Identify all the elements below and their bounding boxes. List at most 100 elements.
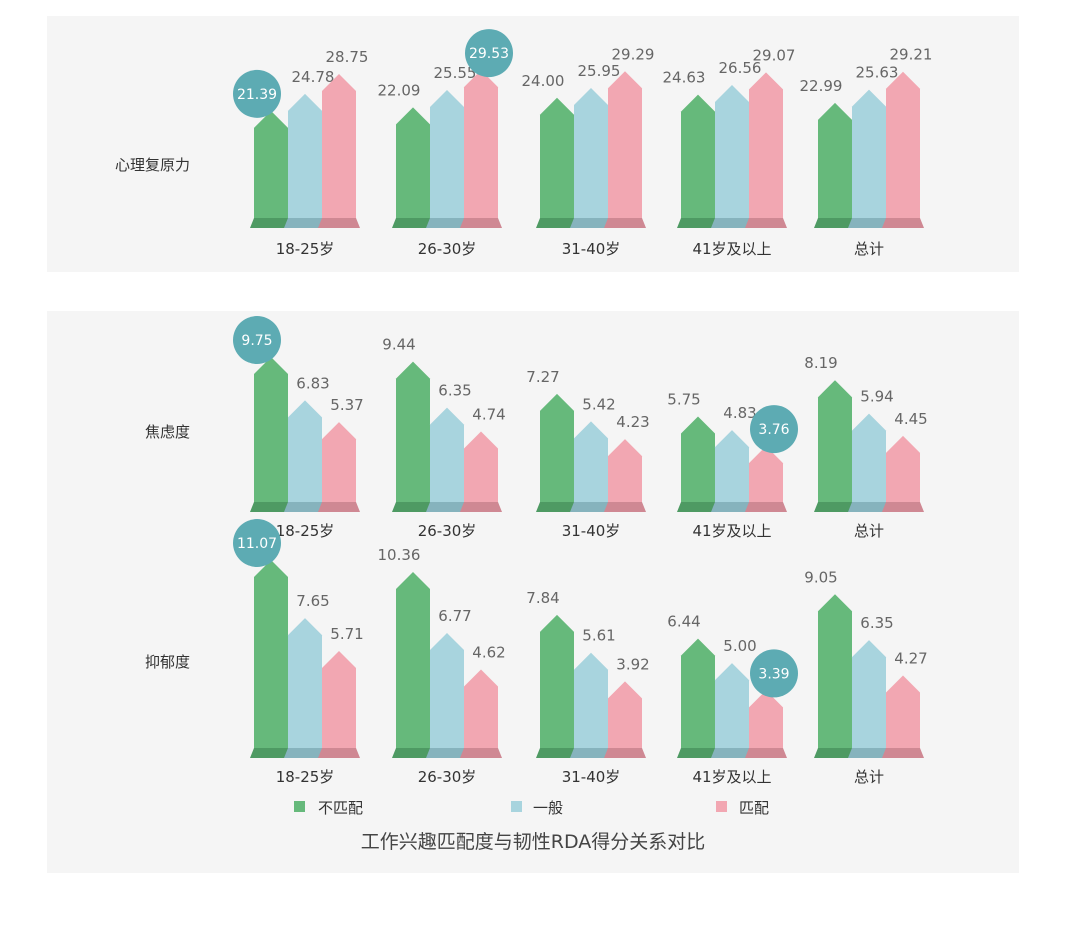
bar-anxiety-26-30-general (430, 407, 464, 502)
bar-base-depression-31-40-match (604, 748, 646, 758)
group-anxiety: 焦虑度 9.75 6.835.37 18-25岁 9.44 6.354.74 26-30岁 7… (145, 316, 928, 540)
bar-depression-26-30-general (430, 633, 464, 748)
category-label-anxiety-41-plus: 41岁及以上 (692, 522, 771, 540)
bar-base-resilience-26-30-no-match (392, 218, 434, 228)
bar-base-resilience-41-plus-no-match (677, 218, 719, 228)
bar-resilience-26-30-match (464, 70, 498, 218)
bar-base-anxiety-26-30-match (460, 502, 502, 512)
bar-depression-26-30-match (464, 669, 498, 748)
chart-legend: 不匹配 一般 匹配 (294, 799, 769, 817)
bar-base-resilience-41-plus-match (745, 218, 787, 228)
bar-anxiety-26-30-match (464, 431, 498, 502)
bar-anxiety-41-plus-match (749, 446, 783, 502)
highlight-circle-anxiety-41-plus-match (750, 405, 798, 454)
bar-resilience-41-plus-match (749, 72, 783, 218)
category-label-resilience-total: 总计 (854, 240, 884, 258)
bar-resilience-total-general (852, 89, 886, 218)
category-label-anxiety-26-30: 26-30岁 (418, 522, 477, 540)
category-label-depression-26-30: 26-30岁 (418, 768, 477, 786)
bar-anxiety-18-25-no-match (254, 357, 288, 502)
bar-base-anxiety-31-40-general (570, 502, 612, 512)
value-label-anxiety-26-30-no-match: 9.44 (382, 336, 415, 354)
value-label-resilience-31-40-match: 29.29 (612, 45, 655, 63)
value-label-anxiety-41-plus-no-match: 5.75 (667, 390, 700, 408)
bar-base-depression-41-plus-no-match (677, 748, 719, 758)
category-label-depression-41-plus: 41岁及以上 (692, 768, 771, 786)
bar-resilience-31-40-general (574, 88, 608, 218)
legend-swatch-match (716, 801, 727, 812)
bar-base-depression-total-no-match (814, 748, 856, 758)
legend-swatch-no-match (294, 801, 305, 812)
bar-resilience-41-plus-no-match (681, 94, 715, 218)
bar-base-resilience-total-match (882, 218, 924, 228)
value-label-resilience-26-30-general: 25.55 (434, 64, 477, 82)
highlight-circle-resilience-26-30-match (465, 29, 513, 78)
category-label-resilience-31-40: 31-40岁 (562, 240, 621, 258)
bar-base-resilience-26-30-general (426, 218, 468, 228)
bar-resilience-total-no-match (818, 102, 852, 218)
value-label-depression-31-40-no-match: 7.84 (526, 589, 559, 607)
bar-base-anxiety-total-no-match (814, 502, 856, 512)
value-label-resilience-total-match: 29.21 (890, 46, 933, 64)
value-label-resilience-18-25-no-match: 21.39 (237, 87, 277, 103)
bar-anxiety-18-25-general (288, 400, 322, 502)
category-label-anxiety-31-40: 31-40岁 (562, 522, 621, 540)
value-label-resilience-total-no-match: 22.99 (800, 77, 843, 95)
bar-resilience-total-match (886, 71, 920, 218)
value-label-anxiety-41-plus-match: 3.76 (758, 422, 789, 438)
bar-base-resilience-total-general (848, 218, 890, 228)
bar-depression-18-25-general (288, 618, 322, 748)
bar-depression-total-match (886, 675, 920, 748)
bar-base-anxiety-31-40-no-match (536, 502, 578, 512)
value-label-depression-18-25-no-match: 11.07 (237, 536, 277, 552)
bar-depression-total-no-match (818, 594, 852, 748)
value-label-depression-31-40-match: 3.92 (616, 655, 649, 673)
bar-base-depression-total-general (848, 748, 890, 758)
chart-marks: 心理复原力 21.39 24.78 28.75 18-25岁 22.09 25.55 29.5… (115, 29, 932, 786)
value-label-depression-26-30-general: 6.77 (438, 607, 471, 625)
group-depression: 抑郁度 11.07 7.655.71 18-25岁 10.36 6.77 4.62 26-30… (145, 519, 928, 786)
group-resilience: 心理复原力 21.39 24.78 28.75 18-25岁 22.09 25.55 29.5… (115, 29, 932, 258)
bar-base-resilience-26-30-match (460, 218, 502, 228)
bar-anxiety-31-40-no-match (540, 393, 574, 502)
bar-base-resilience-41-plus-general (711, 218, 753, 228)
bar-depression-41-plus-general (715, 663, 749, 748)
bar-resilience-18-25-match (322, 74, 356, 218)
category-label-depression-31-40: 31-40岁 (562, 768, 621, 786)
value-label-anxiety-18-25-general: 6.83 (296, 374, 329, 392)
bar-depression-31-40-general (574, 652, 608, 748)
legend-label-no-match: 不匹配 (318, 799, 363, 817)
bar-base-anxiety-18-25-match (318, 502, 360, 512)
bar-depression-41-plus-match (749, 690, 783, 748)
value-label-resilience-26-30-match: 29.53 (469, 46, 509, 62)
bar-base-anxiety-total-match (882, 502, 924, 512)
bar-depression-18-25-match (322, 651, 356, 748)
value-label-resilience-18-25-general: 24.78 (292, 68, 335, 86)
value-label-depression-total-general: 6.35 (860, 614, 893, 632)
value-label-depression-41-plus-general: 5.00 (723, 637, 756, 655)
row-label-depression: 抑郁度 (145, 653, 190, 671)
row-label-resilience: 心理复原力 (115, 156, 190, 174)
category-label-resilience-26-30: 26-30岁 (418, 240, 477, 258)
bar-base-depression-total-match (882, 748, 924, 758)
row-label-anxiety: 焦虑度 (145, 423, 190, 441)
bar-base-anxiety-41-plus-no-match (677, 502, 719, 512)
value-label-anxiety-18-25-no-match: 9.75 (241, 333, 272, 349)
chart-title: 工作兴趣匹配度与韧性RDA得分关系对比 (361, 831, 706, 853)
category-label-anxiety-total: 总计 (854, 522, 884, 540)
value-label-anxiety-18-25-match: 5.37 (330, 396, 363, 414)
value-label-depression-41-plus-no-match: 6.44 (667, 613, 700, 631)
bar-anxiety-41-plus-general (715, 430, 749, 502)
bar-base-resilience-31-40-no-match (536, 218, 578, 228)
bar-base-depression-31-40-no-match (536, 748, 578, 758)
value-label-resilience-26-30-no-match: 22.09 (378, 81, 421, 99)
value-label-depression-41-plus-match: 3.39 (758, 666, 789, 682)
category-label-resilience-18-25: 18-25岁 (276, 240, 335, 258)
value-label-depression-18-25-general: 7.65 (296, 592, 329, 610)
value-label-anxiety-26-30-general: 6.35 (438, 382, 471, 400)
legend-label-general: 一般 (533, 799, 563, 817)
bar-depression-18-25-no-match (254, 560, 288, 748)
bar-base-depression-41-plus-match (745, 748, 787, 758)
category-label-resilience-41-plus: 41岁及以上 (692, 240, 771, 258)
bar-resilience-26-30-no-match (396, 107, 430, 218)
